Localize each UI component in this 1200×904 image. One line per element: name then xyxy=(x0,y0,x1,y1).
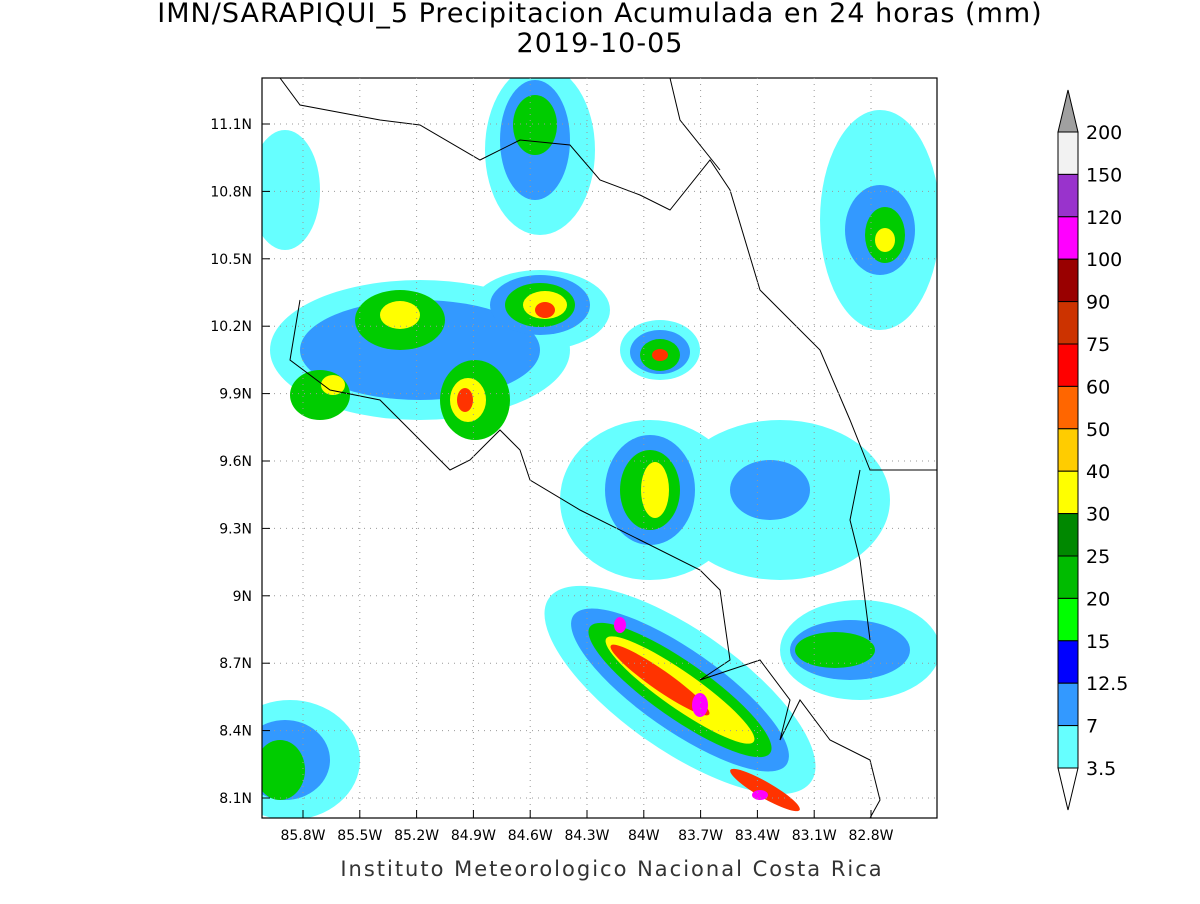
colorbar-label: 75 xyxy=(1086,334,1110,356)
colorbar-box xyxy=(1057,131,1079,175)
colorbar-label: 3.5 xyxy=(1086,758,1116,780)
colorbar-box xyxy=(1057,470,1079,515)
lon-label: 83.1W xyxy=(792,828,837,844)
colorbar-label: 25 xyxy=(1086,546,1110,568)
colorbar-label: 30 xyxy=(1086,504,1110,526)
colorbar-label: 40 xyxy=(1086,461,1110,483)
lat-label: 9.3N xyxy=(219,521,252,537)
lon-label: 84.6W xyxy=(508,828,553,844)
colorbar-label: 12.5 xyxy=(1086,673,1128,695)
lat-label: 8.7N xyxy=(219,656,252,672)
title: IMN/SARAPIQUI_5 Precipitacion Acumulada … xyxy=(157,0,1042,29)
lon-label: 82.8W xyxy=(848,828,893,844)
lat-label: 11.1N xyxy=(210,117,252,133)
colorbar-box xyxy=(1057,513,1079,557)
colorbar-label: 15 xyxy=(1086,631,1110,653)
colorbar-label: 150 xyxy=(1086,164,1122,186)
lat-label: 9.6N xyxy=(219,454,252,470)
lat-label: 10.8N xyxy=(210,184,252,200)
lat-label: 9.9N xyxy=(219,387,252,403)
lat-label: 10.5N xyxy=(210,252,252,268)
lat-label: 8.4N xyxy=(219,724,252,740)
lon-label: 83.7W xyxy=(678,828,723,844)
lat-label: 10.2N xyxy=(210,319,252,335)
colorbar-over xyxy=(1057,89,1079,133)
precipitation-field xyxy=(262,78,937,818)
colorbar-label: 200 xyxy=(1086,122,1122,144)
colorbar-box xyxy=(1057,725,1079,769)
map-frame xyxy=(261,77,938,819)
colorbar-label: 60 xyxy=(1086,376,1110,398)
colorbar-box xyxy=(1057,301,1079,345)
colorbar-box xyxy=(1057,682,1079,727)
colorbar-label: 90 xyxy=(1086,292,1110,314)
colorbar-box xyxy=(1057,385,1079,430)
colorbar-box xyxy=(1057,555,1079,599)
lon-label: 83.4W xyxy=(735,828,780,844)
colorbar-box xyxy=(1057,597,1079,642)
colorbar-box xyxy=(1057,640,1079,684)
lat-label: 8.1N xyxy=(219,791,252,807)
colorbar-box xyxy=(1057,173,1079,218)
lon-label: 84.3W xyxy=(564,828,609,844)
colorbar-label: 50 xyxy=(1086,419,1110,441)
colorbar-under xyxy=(1057,767,1079,811)
colorbar-label: 120 xyxy=(1086,207,1122,229)
lon-label: 85.8W xyxy=(280,828,325,844)
colorbar-box xyxy=(1057,428,1079,472)
colorbar-label: 20 xyxy=(1086,588,1110,610)
lon-label: 84W xyxy=(628,828,660,844)
date: 2019-10-05 xyxy=(517,28,684,59)
lon-label: 85.5W xyxy=(337,828,382,844)
colorbar-label: 7 xyxy=(1086,716,1098,738)
colorbar-label: 100 xyxy=(1086,249,1122,271)
lon-label: 85.2W xyxy=(394,828,439,844)
colorbar-box xyxy=(1057,343,1079,387)
footer: Instituto Meteorologico Nacional Costa R… xyxy=(340,857,883,881)
colorbar-box xyxy=(1057,258,1079,303)
lat-label: 9N xyxy=(233,589,252,605)
colorbar-box xyxy=(1057,216,1079,260)
lon-label: 84.9W xyxy=(451,828,496,844)
